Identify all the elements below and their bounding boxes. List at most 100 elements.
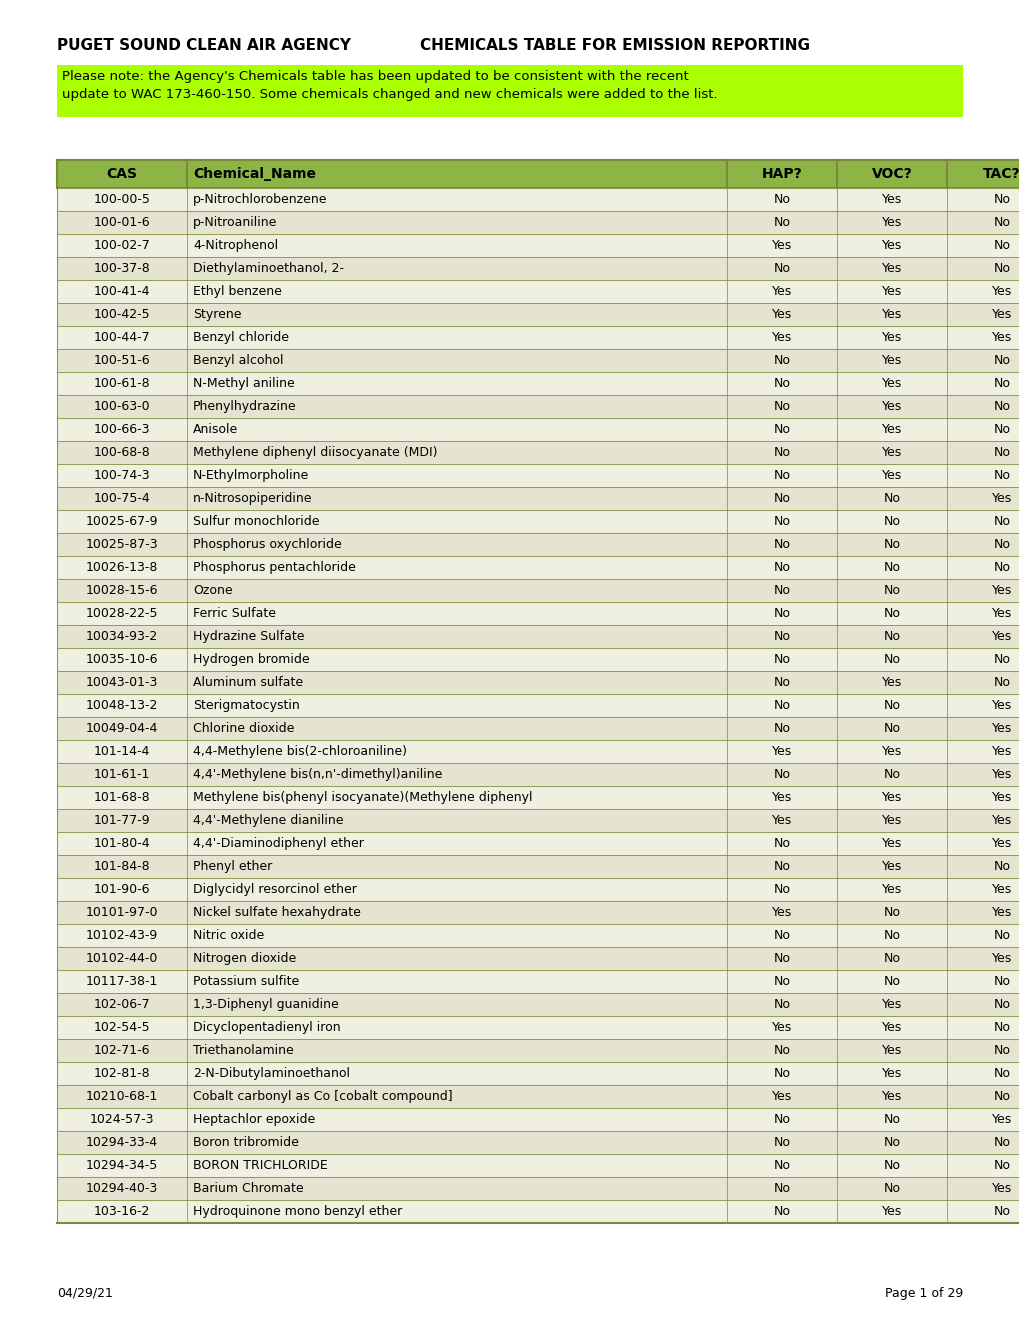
Text: 10101-97-0: 10101-97-0 — [86, 906, 158, 919]
Bar — [57, 326, 1019, 348]
Text: 4,4'-Diaminodiphenyl ether: 4,4'-Diaminodiphenyl ether — [193, 837, 364, 850]
Text: Yes: Yes — [990, 883, 1011, 896]
Bar — [57, 280, 1019, 304]
Text: No: No — [882, 515, 900, 528]
Text: Anisole: Anisole — [193, 422, 238, 436]
Text: Ethyl benzene: Ethyl benzene — [193, 285, 281, 298]
Text: Aluminum sulfate: Aluminum sulfate — [193, 676, 303, 689]
Text: No: No — [882, 722, 900, 735]
Text: 100-37-8: 100-37-8 — [94, 261, 150, 275]
Text: Yes: Yes — [881, 814, 901, 828]
Text: No: No — [772, 492, 790, 506]
Text: No: No — [993, 676, 1010, 689]
Text: Yes: Yes — [771, 331, 792, 345]
Text: Nickel sulfate hexahydrate: Nickel sulfate hexahydrate — [193, 906, 361, 919]
Text: No: No — [772, 446, 790, 459]
Text: BORON TRICHLORIDE: BORON TRICHLORIDE — [193, 1159, 327, 1172]
Text: Yes: Yes — [990, 791, 1011, 804]
Text: Hydrazine Sulfate: Hydrazine Sulfate — [193, 630, 305, 643]
Bar — [57, 533, 1019, 556]
Text: Cobalt carbonyl as Co [cobalt compound]: Cobalt carbonyl as Co [cobalt compound] — [193, 1090, 452, 1104]
Text: Yes: Yes — [990, 285, 1011, 298]
Text: Yes: Yes — [990, 492, 1011, 506]
Bar — [57, 234, 1019, 257]
Bar — [57, 418, 1019, 441]
Text: No: No — [882, 1159, 900, 1172]
Text: 10025-67-9: 10025-67-9 — [86, 515, 158, 528]
Text: No: No — [772, 193, 790, 206]
Text: 102-81-8: 102-81-8 — [94, 1067, 150, 1080]
Text: Yes: Yes — [881, 354, 901, 367]
Bar — [57, 1016, 1019, 1039]
Text: 4-Nitrophenol: 4-Nitrophenol — [193, 239, 278, 252]
Text: 10034-93-2: 10034-93-2 — [86, 630, 158, 643]
Text: No: No — [882, 630, 900, 643]
Bar — [57, 1154, 1019, 1177]
Text: Yes: Yes — [881, 239, 901, 252]
Text: 10294-40-3: 10294-40-3 — [86, 1181, 158, 1195]
Text: Yes: Yes — [990, 814, 1011, 828]
Text: 10026-13-8: 10026-13-8 — [86, 561, 158, 574]
Text: Yes: Yes — [771, 308, 792, 321]
Text: Yes: Yes — [990, 1181, 1011, 1195]
Text: Ozone: Ozone — [193, 583, 232, 597]
Text: 10028-15-6: 10028-15-6 — [86, 583, 158, 597]
Text: No: No — [772, 378, 790, 389]
Bar — [57, 1177, 1019, 1200]
Text: Yes: Yes — [990, 700, 1011, 711]
Text: 10035-10-6: 10035-10-6 — [86, 653, 158, 667]
Text: Chemical_Name: Chemical_Name — [193, 168, 316, 181]
Text: No: No — [772, 768, 790, 781]
Text: No: No — [772, 515, 790, 528]
Text: No: No — [882, 929, 900, 942]
Text: No: No — [882, 700, 900, 711]
Text: No: No — [993, 861, 1010, 873]
Text: No: No — [993, 929, 1010, 942]
Text: No: No — [882, 492, 900, 506]
Text: 4,4-Methylene bis(2-chloroaniline): 4,4-Methylene bis(2-chloroaniline) — [193, 744, 407, 758]
Bar — [57, 160, 1019, 187]
Text: No: No — [772, 630, 790, 643]
Text: Yes: Yes — [881, 998, 901, 1011]
Text: Yes: Yes — [881, 744, 901, 758]
Bar — [57, 832, 1019, 855]
Bar — [57, 304, 1019, 326]
Text: No: No — [882, 583, 900, 597]
Text: Yes: Yes — [771, 1020, 792, 1034]
Text: Chlorine dioxide: Chlorine dioxide — [193, 722, 294, 735]
Text: Yes: Yes — [881, 216, 901, 228]
Bar — [57, 1200, 1019, 1224]
Text: No: No — [882, 975, 900, 987]
Text: No: No — [772, 469, 790, 482]
Text: 10294-34-5: 10294-34-5 — [86, 1159, 158, 1172]
Text: No: No — [882, 1113, 900, 1126]
Bar — [57, 510, 1019, 533]
Text: No: No — [882, 561, 900, 574]
Text: 101-61-1: 101-61-1 — [94, 768, 150, 781]
Text: No: No — [772, 422, 790, 436]
Text: TAC?: TAC? — [982, 168, 1019, 181]
Text: Phenyl ether: Phenyl ether — [193, 861, 272, 873]
Text: No: No — [993, 239, 1010, 252]
Text: Nitric oxide: Nitric oxide — [193, 929, 264, 942]
Text: Yes: Yes — [881, 1090, 901, 1104]
Text: Hydroquinone mono benzyl ether: Hydroquinone mono benzyl ether — [193, 1205, 401, 1218]
Text: No: No — [772, 354, 790, 367]
Text: Potassium sulfite: Potassium sulfite — [193, 975, 299, 987]
Bar — [57, 624, 1019, 648]
Text: No: No — [772, 261, 790, 275]
Text: No: No — [993, 422, 1010, 436]
Text: PUGET SOUND CLEAN AIR AGENCY: PUGET SOUND CLEAN AIR AGENCY — [57, 38, 351, 53]
Text: 04/29/21: 04/29/21 — [57, 1287, 113, 1300]
Text: No: No — [772, 861, 790, 873]
Text: Yes: Yes — [990, 722, 1011, 735]
Bar — [57, 648, 1019, 671]
Bar — [57, 487, 1019, 510]
Text: No: No — [882, 539, 900, 550]
Text: 10102-43-9: 10102-43-9 — [86, 929, 158, 942]
Text: Yes: Yes — [771, 285, 792, 298]
Text: Yes: Yes — [881, 469, 901, 482]
Text: 101-77-9: 101-77-9 — [94, 814, 150, 828]
Text: No: No — [993, 261, 1010, 275]
Bar — [57, 372, 1019, 395]
